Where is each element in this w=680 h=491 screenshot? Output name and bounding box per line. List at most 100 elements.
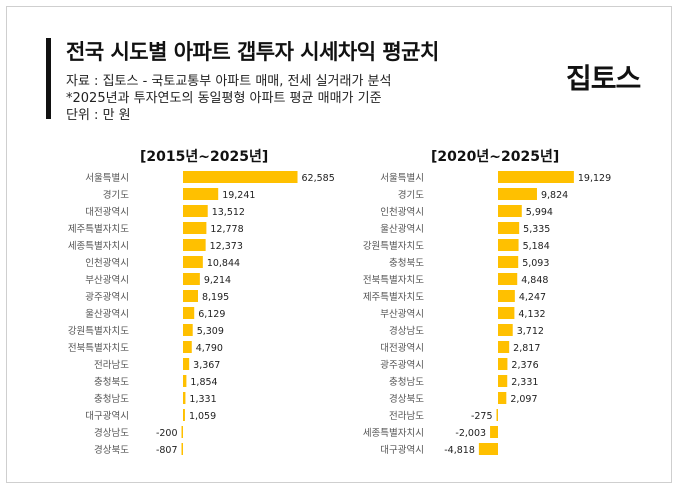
value-label: 6,129 <box>198 309 225 320</box>
bar <box>183 256 203 268</box>
category-label: 경상남도 <box>389 325 424 337</box>
value-label: 5,184 <box>523 241 550 252</box>
bar <box>183 188 219 200</box>
bar <box>498 324 513 336</box>
value-label: 4,247 <box>519 292 546 303</box>
title-accent-bar <box>46 38 51 119</box>
note-text: *2025년과 투자연도의 동일평형 아파트 평균 매매가 기준 <box>66 91 382 106</box>
brand-logo: 집토스 <box>566 62 641 95</box>
bar <box>498 273 518 285</box>
category-label: 경기도 <box>398 189 424 201</box>
value-label: -807 <box>156 445 178 456</box>
value-label: 4,790 <box>196 343 223 354</box>
category-label: 충청남도 <box>94 394 129 405</box>
value-label: 19,129 <box>578 173 611 184</box>
category-label: 경기도 <box>103 189 129 201</box>
bar <box>183 375 187 387</box>
left-chart-title: [2015년~2025년] <box>140 149 269 165</box>
value-label: 1,331 <box>189 394 216 405</box>
bar <box>498 290 515 302</box>
value-label: 4,848 <box>521 275 548 286</box>
category-label: 대전광역시 <box>85 206 129 218</box>
chart-frame <box>6 6 672 483</box>
unit-text: 단위 : 만 원 <box>66 108 131 123</box>
category-label: 충청남도 <box>389 377 424 388</box>
value-label: 12,373 <box>210 241 243 252</box>
source-text: 자료 : 집토스 - 국토교통부 아파트 매매, 전세 실거래가 분석 <box>66 74 392 89</box>
value-label: 5,994 <box>526 207 553 218</box>
category-label: 서울특별시 <box>85 173 129 184</box>
value-label: -200 <box>156 428 178 439</box>
category-label: 대구광역시 <box>380 444 424 456</box>
category-label: 부산광역시 <box>85 274 129 286</box>
bar <box>498 307 515 319</box>
value-label: 19,241 <box>222 190 255 201</box>
category-label: 경상북도 <box>389 393 424 405</box>
bar <box>183 222 207 234</box>
value-label: -2,003 <box>455 428 486 439</box>
bar <box>498 358 508 370</box>
value-label: 10,844 <box>207 258 240 269</box>
bar <box>498 205 522 217</box>
value-label: 8,195 <box>202 292 229 303</box>
right-bar-chart: 서울특별시 19,129 경기도 9,824 인천광역시 5,994 울산광역시 5,335 강… <box>363 171 611 456</box>
category-label: 경상남도 <box>94 427 129 439</box>
category-label: 대구광역시 <box>85 410 129 422</box>
bar <box>181 426 183 438</box>
category-label: 충청북도 <box>389 258 424 269</box>
category-label: 광주광역시 <box>85 291 129 303</box>
category-label: 전라남도 <box>389 411 424 422</box>
page-title: 전국 시도별 아파트 갭투자 시세차익 평균치 <box>66 40 439 64</box>
category-label: 제주특별자치도 <box>363 291 424 303</box>
value-label: 62,585 <box>302 173 335 184</box>
category-label: 세종특별자치시 <box>363 427 424 439</box>
category-label: 서울특별시 <box>380 173 424 184</box>
bar <box>498 392 507 404</box>
bar <box>183 273 200 285</box>
category-label: 울산광역시 <box>85 308 129 320</box>
category-label: 강원특별자치도 <box>363 240 424 252</box>
category-label: 인천광역시 <box>85 257 129 269</box>
category-label: 인천광역시 <box>380 206 424 218</box>
category-label: 충청북도 <box>94 377 129 388</box>
value-label: 3,367 <box>193 360 220 371</box>
bar <box>498 171 574 183</box>
right-chart-title: [2020년~2025년] <box>431 149 560 165</box>
bar <box>498 375 508 387</box>
bar <box>498 222 520 234</box>
value-label: 1,854 <box>190 377 217 388</box>
bar <box>183 341 192 353</box>
value-label: -275 <box>471 411 493 422</box>
bar <box>490 426 498 438</box>
value-label: 2,097 <box>510 394 537 405</box>
category-label: 전라남도 <box>94 360 129 371</box>
category-label: 제주특별자치도 <box>68 223 129 235</box>
category-label: 부산광역시 <box>380 308 424 320</box>
bar <box>183 239 206 251</box>
bar <box>183 205 208 217</box>
bar <box>183 307 195 319</box>
value-label: 3,712 <box>517 326 544 337</box>
value-label: 5,335 <box>523 224 550 235</box>
bar <box>181 443 183 455</box>
category-label: 대전광역시 <box>380 342 424 354</box>
category-label: 경상북도 <box>94 444 129 456</box>
value-label: 4,132 <box>518 309 545 320</box>
left-bar-chart: 서울특별시 62,585 경기도 19,241 대전광역시 13,512 제주특별자치도 12… <box>68 171 335 456</box>
value-label: 9,214 <box>204 275 231 286</box>
bar <box>183 171 298 183</box>
value-label: -4,818 <box>444 445 475 456</box>
bar <box>183 324 193 336</box>
bar <box>183 358 190 370</box>
bar <box>498 188 537 200</box>
bar <box>183 392 186 404</box>
value-label: 2,817 <box>513 343 540 354</box>
value-label: 1,059 <box>189 411 216 422</box>
bar <box>498 239 519 251</box>
bar <box>183 409 185 421</box>
bar <box>478 443 498 455</box>
value-label: 13,512 <box>212 207 245 218</box>
value-label: 12,778 <box>210 224 243 235</box>
category-label: 전북특별자치도 <box>68 342 129 354</box>
bar <box>496 409 498 421</box>
